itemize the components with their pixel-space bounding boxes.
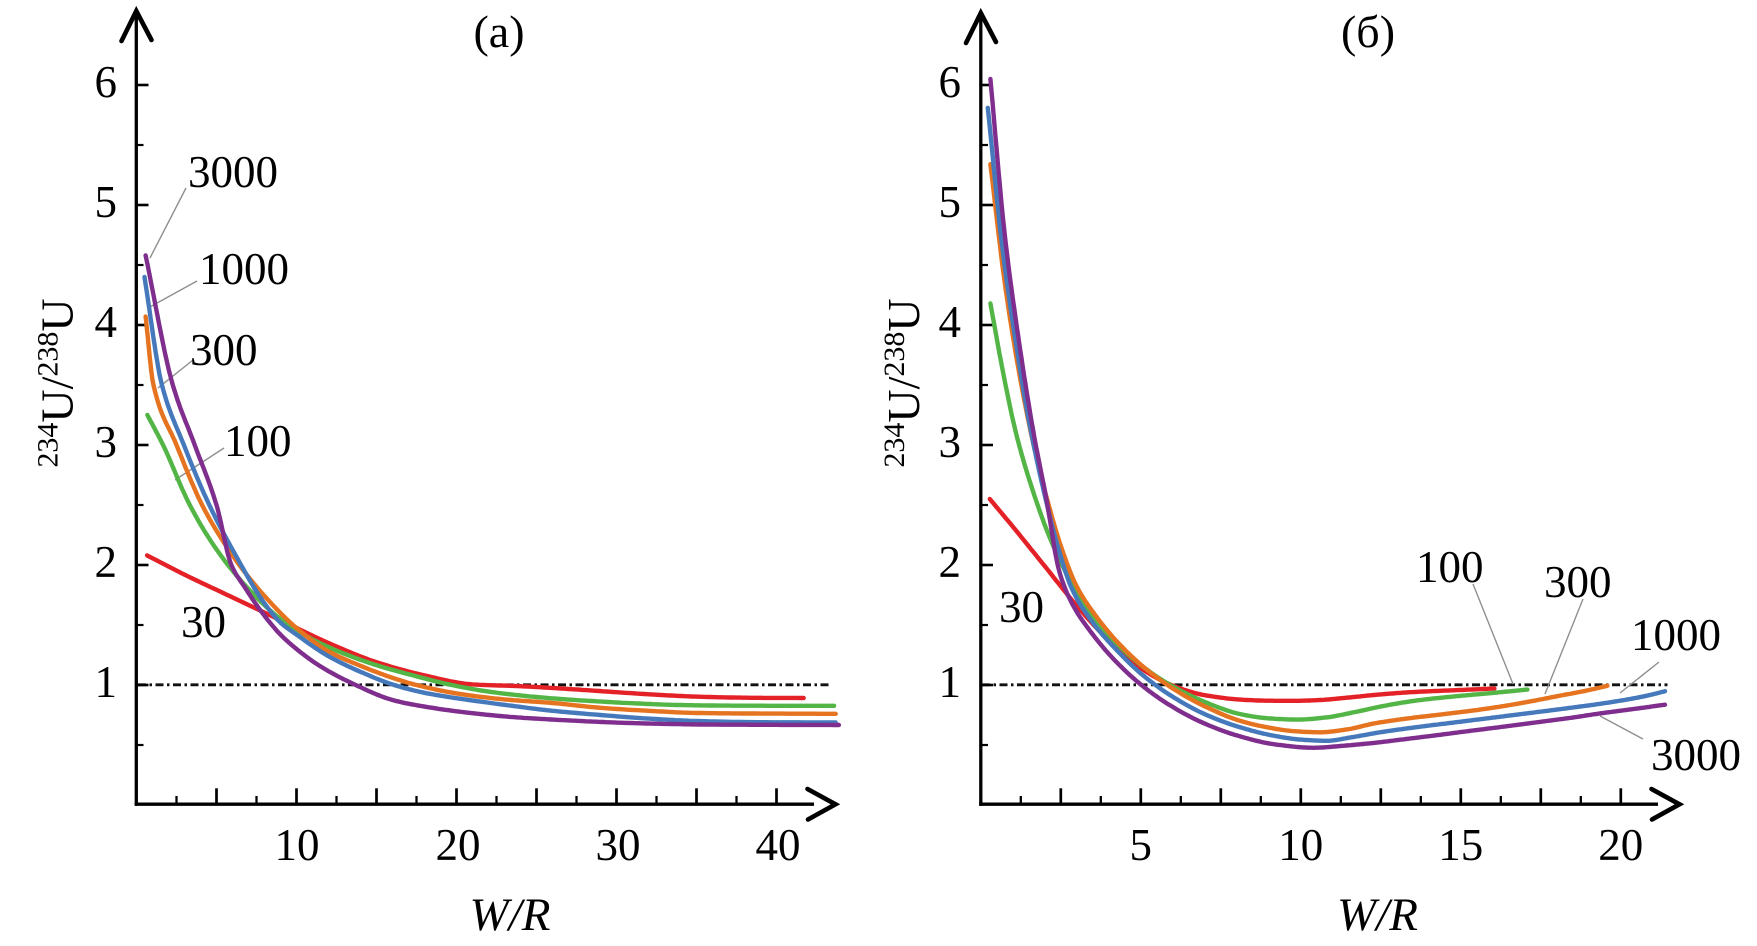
svg-text:30: 30 [181, 597, 226, 647]
svg-text:2: 2 [95, 537, 118, 587]
svg-text:234U/238U: 234U/238U [32, 298, 83, 467]
svg-text:5: 5 [939, 177, 962, 227]
svg-text:20: 20 [436, 820, 481, 870]
svg-text:W/R: W/R [1337, 889, 1418, 941]
svg-text:10: 10 [1278, 820, 1323, 870]
svg-text:5: 5 [95, 177, 118, 227]
svg-text:15: 15 [1438, 820, 1483, 870]
svg-text:100: 100 [224, 416, 292, 466]
svg-text:3: 3 [95, 417, 118, 467]
svg-text:20: 20 [1598, 820, 1643, 870]
svg-text:1: 1 [95, 657, 118, 707]
svg-text:(a): (a) [473, 6, 524, 57]
svg-text:5: 5 [1130, 820, 1153, 870]
svg-text:1000: 1000 [199, 244, 289, 294]
svg-text:1000: 1000 [1631, 610, 1721, 660]
svg-text:4: 4 [939, 297, 962, 347]
svg-text:W/R: W/R [470, 889, 551, 941]
svg-text:10: 10 [275, 820, 320, 870]
svg-text:234U/238U: 234U/238U [878, 298, 929, 467]
svg-text:(б): (б) [1341, 6, 1395, 57]
svg-text:30: 30 [596, 820, 641, 870]
svg-text:6: 6 [95, 57, 118, 107]
svg-text:6: 6 [939, 57, 962, 107]
svg-text:2: 2 [939, 537, 962, 587]
svg-text:300: 300 [190, 325, 258, 375]
svg-text:3000: 3000 [188, 147, 278, 197]
svg-text:300: 300 [1544, 557, 1612, 607]
svg-text:3: 3 [939, 417, 962, 467]
svg-text:40: 40 [756, 820, 801, 870]
svg-text:30: 30 [999, 582, 1044, 632]
svg-text:3000: 3000 [1651, 730, 1741, 780]
svg-text:1: 1 [939, 657, 962, 707]
svg-text:100: 100 [1416, 542, 1484, 592]
svg-text:4: 4 [95, 297, 118, 347]
